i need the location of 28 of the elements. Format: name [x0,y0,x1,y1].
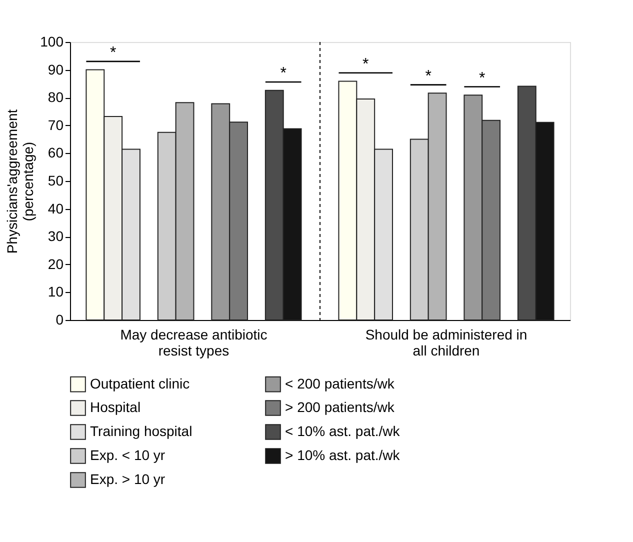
y-tick-label: 70 [48,116,64,133]
annotation: * [362,56,369,73]
legend-label: < 10% ast. pat./wk [285,423,401,439]
legend-label: < 200 patients/wk [285,375,396,392]
legend-label: Exp. > 10 yr [90,471,166,487]
y-tick-label: 50 [48,172,64,188]
legend-label: Outpatient clinic [90,375,190,392]
annotation: * [478,70,486,87]
legend-label: Exp. < 10 yr [90,447,166,463]
legend-label: > 10% ast. pat./wk [285,447,401,463]
x-tick-label: Should be administered in all children [365,326,528,358]
annotation: * [425,68,432,85]
annotation: * [110,44,116,62]
y-tick-label: 10 [48,284,64,300]
y-tick-label: 40 [48,200,64,216]
annotation: * [280,65,286,82]
legend-label: Hospital [90,399,141,415]
y-tick-label: 90 [48,61,64,78]
y-tick-label: 20 [48,256,64,272]
y-tick-label: 60 [48,144,64,161]
x-tick-label: May decrease antibiotic resist types [120,326,268,358]
legend-label: > 200 patients/wk [285,399,396,415]
y-tick-label: 0 [56,312,64,328]
y-tick-label: 100 [40,34,64,50]
y-axis-title: Physicians'aggreement (percentage) [4,109,36,254]
y-tick-label: 30 [48,228,64,244]
y-tick-label: 80 [48,89,64,106]
legend-label: Training hospital [90,423,192,439]
